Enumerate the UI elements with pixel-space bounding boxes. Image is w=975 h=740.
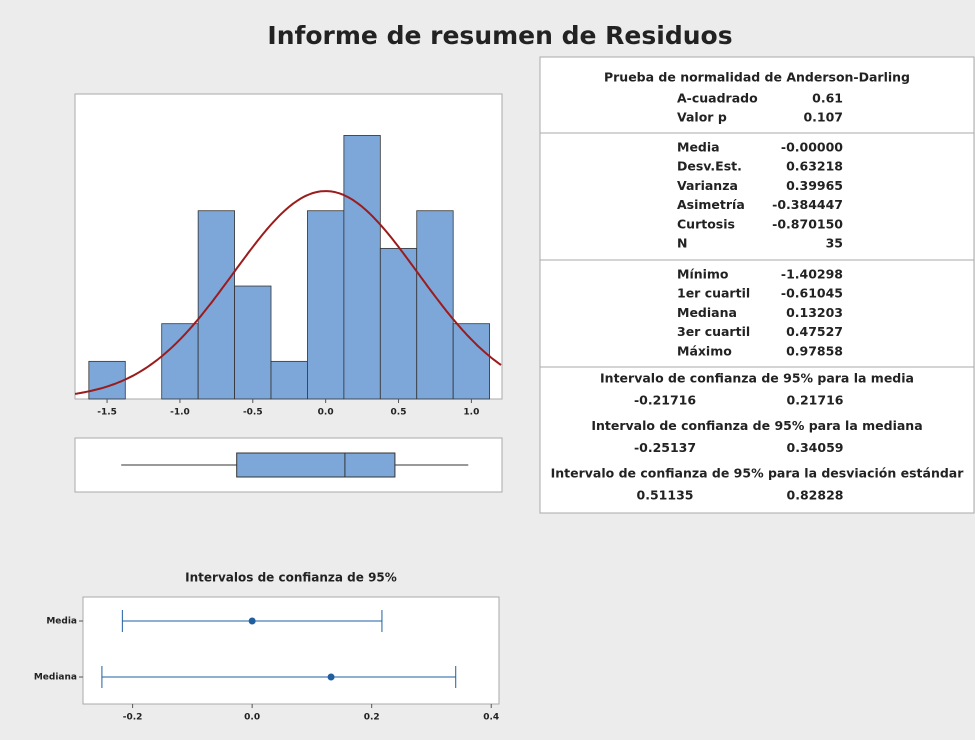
bar: [416, 210, 454, 400]
summary-table: [539, 56, 975, 514]
x-tick-label: -0.5: [243, 408, 263, 418]
table-label: N: [677, 236, 687, 251]
table-value: 0.51135: [637, 488, 694, 503]
table-heading: Intervalo de confianza de 95% para la me…: [591, 418, 922, 433]
point: [248, 617, 256, 625]
table-heading: Prueba de normalidad de Anderson-Darling: [604, 70, 910, 85]
x-tick-label: 0.5: [391, 408, 407, 418]
table-value: 0.39965: [786, 178, 843, 193]
normal-curve: [75, 190, 502, 395]
point: [327, 673, 335, 681]
table-value: 0.47527: [786, 324, 843, 339]
table-value: 0.34059: [787, 440, 844, 455]
table-label: Mediana: [677, 305, 737, 320]
interval-panel: [82, 596, 500, 705]
table-value: -0.384447: [772, 197, 843, 212]
x-tick-label: 0.0: [318, 408, 334, 418]
table-value: -0.25137: [634, 440, 696, 455]
x-tick-label: 0.2: [364, 713, 380, 723]
table-value: -0.21716: [634, 393, 696, 408]
table-label: Máximo: [677, 343, 732, 358]
interval-title: Intervalos de confianza de 95%: [185, 571, 397, 585]
bar: [307, 210, 345, 400]
box: [236, 452, 396, 478]
bar: [197, 210, 235, 400]
page-title: Informe de resumen de Residuos: [267, 21, 732, 50]
table-label: A-cuadrado: [677, 91, 758, 106]
table-label: Varianza: [677, 178, 738, 193]
table-heading: Intervalo de confianza de 95% para la me…: [600, 371, 914, 386]
table-value: -0.61045: [781, 286, 843, 301]
x-tick-label: 0.4: [483, 713, 499, 723]
table-value: 0.61: [812, 91, 843, 106]
y-tick-label: Media: [46, 617, 77, 627]
table-label: Media: [677, 140, 720, 155]
x-tick-label: -1.0: [170, 408, 190, 418]
bar: [234, 285, 272, 400]
table-value: 35: [826, 236, 843, 251]
x-tick-label: -1.5: [97, 408, 117, 418]
x-tick-label: -0.2: [123, 713, 143, 723]
table-value: 0.13203: [786, 305, 843, 320]
y-tick-label: Mediana: [34, 673, 77, 683]
x-tick-label: 1.0: [463, 408, 479, 418]
bar: [379, 247, 418, 400]
table-label: Desv.Est.: [677, 159, 742, 174]
table-label: Mínimo: [677, 267, 729, 282]
x-tick-label: 0.0: [244, 713, 260, 723]
table-value: 0.63218: [786, 159, 843, 174]
bar: [343, 135, 381, 400]
table-value: 0.82828: [787, 488, 844, 503]
table-value: 0.97858: [786, 343, 843, 358]
bar: [452, 323, 491, 400]
table-label: Valor p: [677, 110, 727, 125]
table-value: -0.00000: [781, 140, 843, 155]
table-label: Curtosis: [677, 216, 735, 231]
table-label: 3er cuartil: [677, 324, 750, 339]
table-value: 0.21716: [787, 393, 844, 408]
bar: [161, 323, 199, 400]
table-value: 0.107: [803, 110, 843, 125]
table-label: Asimetría: [677, 197, 745, 212]
bar: [270, 360, 308, 400]
table-heading: Intervalo de confianza de 95% para la de…: [551, 466, 965, 481]
bar: [88, 360, 126, 400]
table-value: -1.40298: [781, 267, 843, 282]
table-label: 1er cuartil: [677, 286, 750, 301]
table-value: -0.870150: [772, 216, 843, 231]
